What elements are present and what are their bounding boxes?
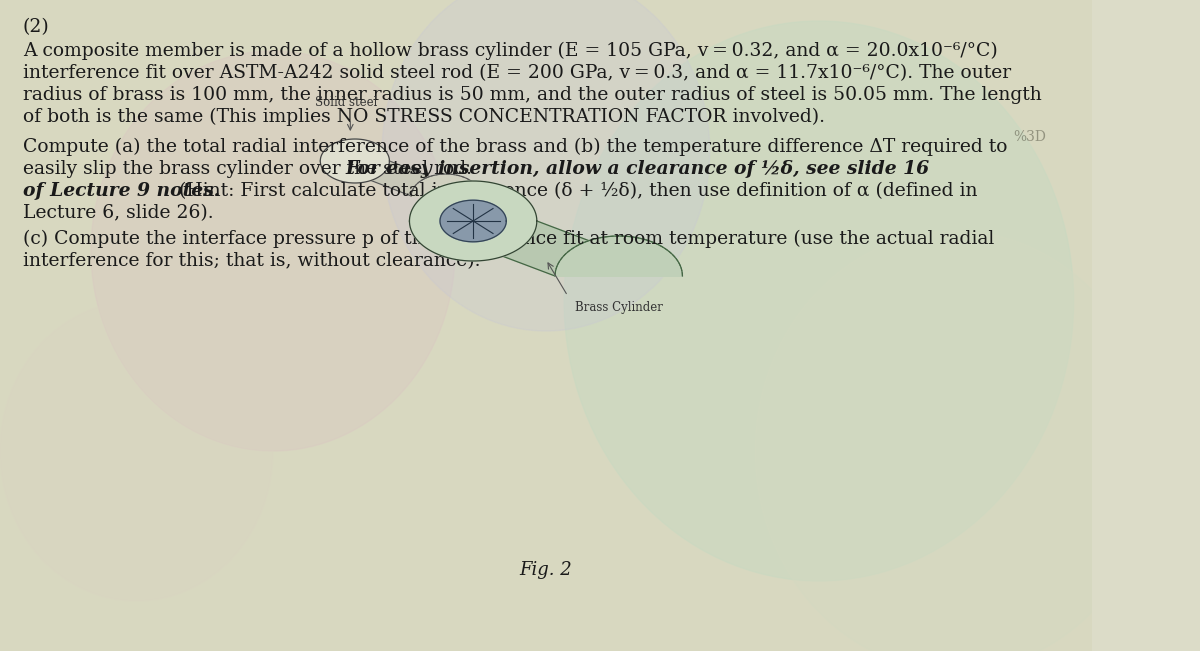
Polygon shape: [556, 236, 683, 276]
Text: Solid steel: Solid steel: [314, 96, 377, 109]
Text: radius of brass is 100 mm, the inner radius is 50 mm, and the outer radius of st: radius of brass is 100 mm, the inner rad…: [23, 86, 1042, 104]
Polygon shape: [320, 139, 390, 183]
Text: A composite member is made of a hollow brass cylinder (E = 105 GPa, v = 0.32, an: A composite member is made of a hollow b…: [23, 42, 997, 61]
Text: interference for this; that is, without clearance).: interference for this; that is, without …: [23, 252, 480, 270]
Text: (Hint: First calculate total interference (δ + ½δ), then use definition of α (de: (Hint: First calculate total interferenc…: [173, 182, 977, 200]
Polygon shape: [412, 174, 480, 196]
Text: of both is the same (This implies NO STRESS CONCENTRATION FACTOR involved).: of both is the same (This implies NO STR…: [23, 108, 824, 126]
Circle shape: [382, 0, 709, 331]
Text: interference fit over ASTM-A242 solid steel rod (E = 200 GPa, v = 0.3, and α = 1: interference fit over ASTM-A242 solid st…: [23, 64, 1010, 82]
Text: For easy insertion, allow a clearance of ½δ, see slide 16: For easy insertion, allow a clearance of…: [346, 160, 930, 178]
Circle shape: [91, 51, 455, 451]
Polygon shape: [320, 161, 480, 196]
Text: Compute (a) the total radial interference of the brass and (b) the temperature d: Compute (a) the total radial interferenc…: [23, 138, 1007, 156]
Text: (2): (2): [23, 18, 49, 36]
Polygon shape: [440, 201, 506, 242]
Polygon shape: [409, 221, 683, 276]
Circle shape: [564, 21, 1074, 581]
Text: easily slip the brass cylinder over the steel rod.: easily slip the brass cylinder over the …: [23, 160, 478, 178]
Text: Lecture 6, slide 26).: Lecture 6, slide 26).: [23, 204, 214, 222]
Text: %3D: %3D: [1014, 130, 1046, 144]
Polygon shape: [409, 181, 536, 261]
Text: of Lecture 9 notes.: of Lecture 9 notes.: [23, 182, 220, 200]
Circle shape: [0, 301, 272, 601]
Circle shape: [755, 231, 1156, 651]
Text: Fig. 2: Fig. 2: [520, 561, 572, 579]
Text: Brass Cylinder: Brass Cylinder: [575, 301, 662, 314]
Text: (c) Compute the interface pressure p of the interference fit at room temperature: (c) Compute the interface pressure p of …: [23, 230, 994, 248]
